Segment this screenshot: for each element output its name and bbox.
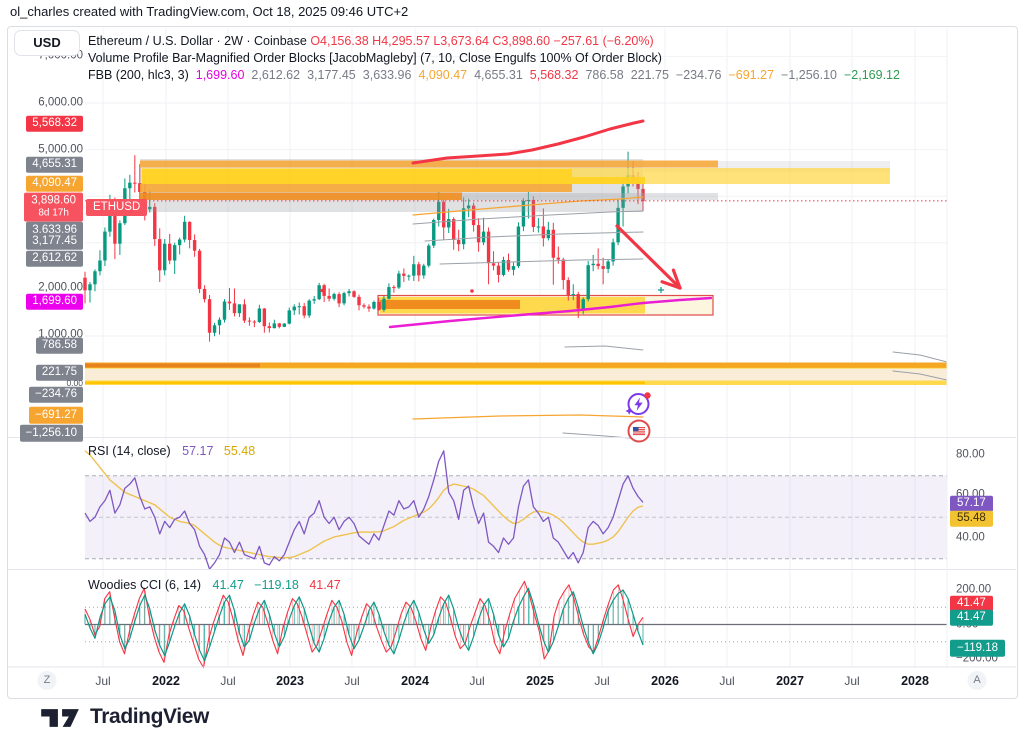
cci-title[interactable]: Woodies CCI (6, 14) bbox=[88, 578, 202, 592]
indicator-row-fbb[interactable]: FBB (200, hlc3, 3) 1,699.60 2,612.62 3,177.… bbox=[88, 67, 900, 84]
fbb-level-value: 2,612.62 bbox=[251, 68, 301, 82]
fbb-level-value: −2,169.12 bbox=[843, 68, 900, 82]
price-axis-label: −691.27 bbox=[29, 406, 83, 424]
tradingview-logo-icon bbox=[41, 708, 79, 727]
time-axis-label: 2026 bbox=[651, 674, 679, 688]
time-axis-label: 2025 bbox=[526, 674, 554, 688]
price-axis-label: 3,177.45 bbox=[26, 232, 83, 250]
price-axis-label: 5,000.00 bbox=[38, 142, 83, 155]
fbb-level-value: 4,090.47 bbox=[418, 68, 468, 82]
time-axis-label: Jul bbox=[469, 674, 485, 688]
price-axis-label: 1,000.00 bbox=[38, 328, 83, 341]
time-axis[interactable]: Z Jul 2022 Jul 2023 Jul 2024 Jul 2025 Jul 2026 Jul 2… bbox=[0, 667, 1024, 695]
time-axis-button-a[interactable]: A bbox=[967, 671, 987, 690]
price-axis-label: 1,699.60 bbox=[26, 293, 83, 310]
time-axis-label: 2023 bbox=[276, 674, 304, 688]
symbol-legend-row[interactable]: Ethereum / U.S. Dollar · 2W · Coinbase O… bbox=[88, 33, 900, 50]
indicator-axis-label: 55.48 bbox=[950, 510, 993, 527]
currency-toggle-button[interactable]: USD bbox=[14, 30, 80, 56]
us-flag-event-icon[interactable] bbox=[626, 418, 652, 449]
indicator-axis-label: 41.47 bbox=[950, 595, 993, 612]
time-axis-label: Jul bbox=[719, 674, 735, 688]
fbb-level-value: 5,568.32 bbox=[529, 68, 579, 82]
indicator-title-volume-profile[interactable]: Volume Profile Bar-Magnified Order Block… bbox=[88, 51, 662, 65]
time-axis-button-z[interactable]: Z bbox=[37, 671, 57, 690]
tradingview-logo[interactable]: TradingView bbox=[40, 705, 209, 729]
fbb-level-value: 3,633.96 bbox=[362, 68, 412, 82]
price-axis-label: −1,256.10 bbox=[19, 424, 83, 442]
time-axis-label: 2024 bbox=[401, 674, 429, 688]
fbb-values: 1,699.60 2,612.62 3,177.45 3,633.96 4,090.47… bbox=[189, 68, 900, 82]
symbol-title[interactable]: Ethereum / U.S. Dollar · 2W · Coinbase bbox=[88, 34, 307, 48]
indicator-axis-label: 41.47 bbox=[950, 609, 993, 626]
chart-card bbox=[7, 26, 1018, 699]
time-axis-label: Jul bbox=[344, 674, 360, 688]
cci-legend-row[interactable]: Woodies CCI (6, 14) 41.47 −119.18 41.47 bbox=[88, 578, 341, 592]
rsi-value-2: 55.48 bbox=[223, 444, 256, 458]
rsi-legend-row[interactable]: RSI (14, close) 57.17 55.48 bbox=[88, 444, 255, 458]
time-axis-label: Jul bbox=[95, 674, 111, 688]
time-axis-label: 2027 bbox=[776, 674, 804, 688]
fbb-level-value: 786.58 bbox=[585, 68, 624, 82]
indicator-axis-label: 60.00 bbox=[956, 488, 985, 501]
fbb-level-value: −691.27 bbox=[728, 68, 775, 82]
price-axis-label: 5,568.32 bbox=[26, 115, 83, 132]
symbol-price-tag: ETHUSD bbox=[86, 199, 148, 216]
cci-value-1: 41.47 bbox=[212, 578, 244, 592]
price-axis-label: 221.75 bbox=[35, 364, 83, 381]
indicator-axis-label: 57.17 bbox=[950, 495, 993, 512]
cci-value-2: −119.18 bbox=[254, 578, 299, 592]
indicator-axis-label: −119.18 bbox=[950, 639, 1006, 657]
chart-legend: Ethereum / U.S. Dollar · 2W · Coinbase O… bbox=[88, 33, 900, 84]
price-axis-label: 786.58 bbox=[35, 337, 83, 354]
price-axis-label: 0.00 bbox=[66, 377, 83, 388]
price-axis-label: 4,655.31 bbox=[26, 156, 83, 173]
price-axis-label: 6,000.00 bbox=[38, 95, 83, 108]
time-axis-label: Jul bbox=[220, 674, 236, 688]
price-axis-label: 4,090.47 bbox=[26, 175, 83, 192]
ohlc-values: O4,156.38 H4,295.57 L3,673.64 C3,898.60 … bbox=[310, 34, 654, 48]
rsi-value-1: 57.17 bbox=[182, 444, 214, 458]
time-axis-label: Jul bbox=[844, 674, 860, 688]
price-axis-label: 3,898.60 8d 17h bbox=[24, 192, 83, 222]
fbb-level-value: 1,699.60 bbox=[195, 68, 245, 82]
lightning-event-icon[interactable] bbox=[625, 390, 652, 422]
rsi-title[interactable]: RSI (14, close) bbox=[88, 444, 171, 458]
price-axis-label: −234.76 bbox=[29, 386, 83, 403]
time-axis-label: 2028 bbox=[901, 674, 929, 688]
indicator-axis-label: 200.00 bbox=[956, 583, 992, 596]
fbb-level-value: −1,256.10 bbox=[781, 68, 837, 82]
cci-value-3: 41.47 bbox=[309, 578, 341, 592]
indicator-axis-label: 40.00 bbox=[956, 531, 985, 544]
time-axis-label: 2022 bbox=[152, 674, 180, 688]
fbb-level-value: −234.76 bbox=[675, 68, 722, 82]
indicator-axis-label: 80.00 bbox=[956, 448, 985, 461]
indicator-axis-label: −200.00 bbox=[956, 652, 998, 665]
time-axis-label: Jul bbox=[594, 674, 610, 688]
fbb-level-value: 221.75 bbox=[630, 68, 669, 82]
attribution-text: ol_charles created with TradingView.com,… bbox=[10, 4, 409, 19]
price-axis-label: 2,000.00 bbox=[38, 280, 83, 293]
price-axis-label: 2,612.62 bbox=[26, 250, 83, 267]
indicator-title-fbb[interactable]: FBB (200, hlc3, 3) bbox=[88, 68, 189, 82]
fbb-level-value: 4,655.31 bbox=[474, 68, 523, 82]
fbb-level-value: 3,177.45 bbox=[307, 68, 356, 82]
tradingview-logo-text: TradingView bbox=[90, 705, 209, 728]
